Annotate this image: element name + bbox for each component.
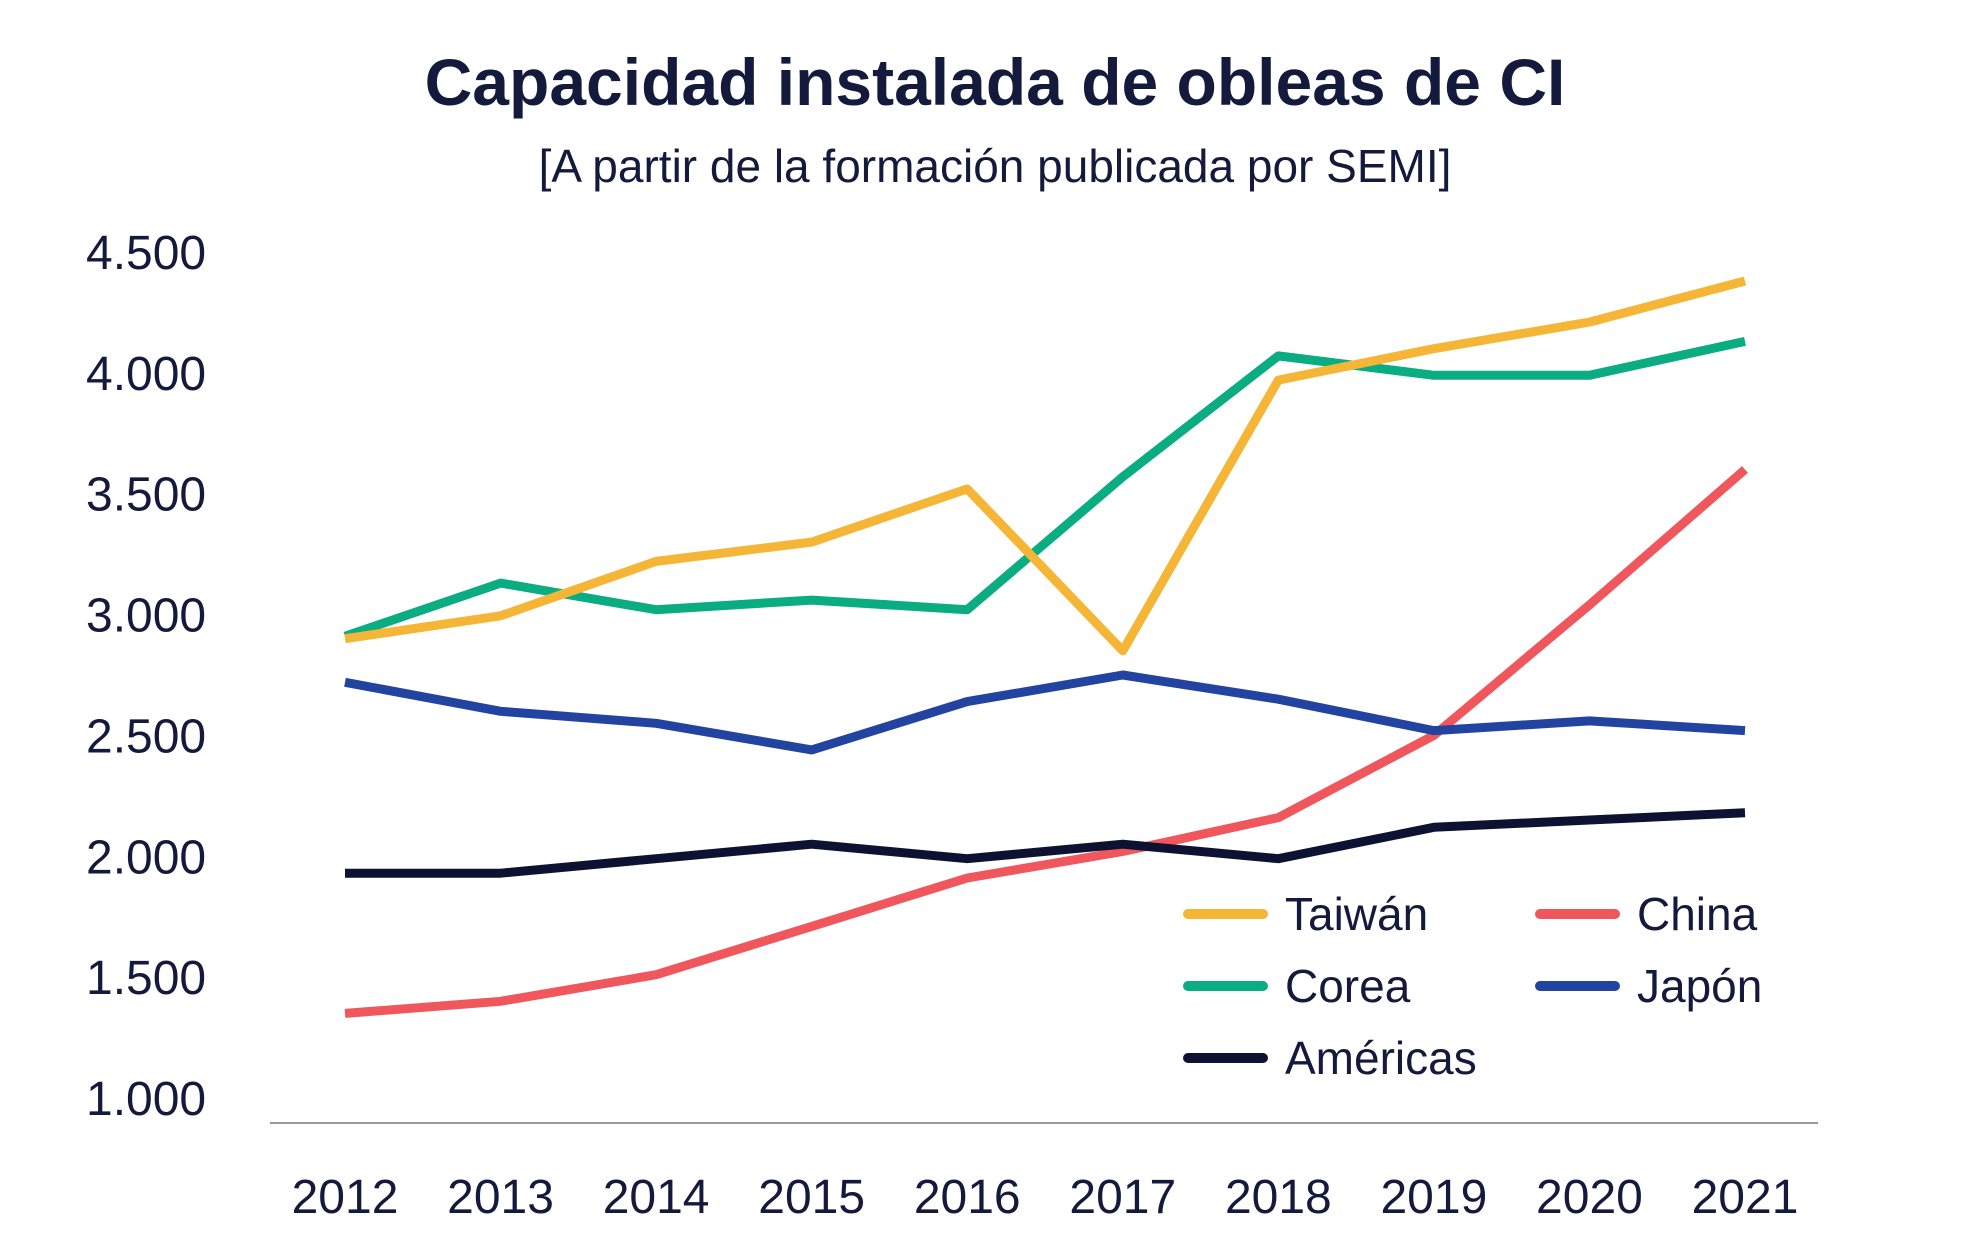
- y-tick-label: 2.500: [86, 710, 206, 763]
- legend-label-corea: Corea: [1285, 960, 1411, 1012]
- x-tick-label: 2021: [1692, 1171, 1799, 1224]
- y-tick-label: 4.500: [86, 227, 206, 280]
- series-line-corea: [343, 337, 1746, 641]
- x-tick-label: 2015: [758, 1171, 865, 1224]
- y-tick-label: 4.000: [86, 348, 206, 401]
- x-tick-label: 2014: [603, 1171, 710, 1224]
- x-tick-label: 2017: [1069, 1171, 1176, 1224]
- series-line-taiwan: [344, 276, 1747, 656]
- chart-subtitle: [A partir de la formación publicada por …: [539, 140, 1452, 192]
- y-tick-label: 2.000: [86, 831, 206, 884]
- x-tick-label: 2013: [447, 1171, 554, 1224]
- chart-title: Capacidad instalada de obleas de CI: [425, 45, 1566, 119]
- series-line-japon: [344, 670, 1746, 755]
- series-line-china: [344, 466, 1748, 1018]
- y-tick-label: 3.500: [86, 469, 206, 522]
- legend: Taiwán Corea Américas China Japón: [1183, 888, 1762, 1084]
- x-tick-label: 2016: [914, 1171, 1021, 1224]
- x-tick-label: 2018: [1225, 1171, 1332, 1224]
- series-line-americas: [345, 808, 1746, 878]
- x-tick-label: 2020: [1536, 1171, 1643, 1224]
- y-tick-label: 1.000: [86, 1073, 206, 1126]
- legend-label-china: China: [1637, 888, 1758, 940]
- y-tick-label: 3.000: [86, 590, 206, 643]
- y-tick-label: 1.500: [86, 952, 206, 1005]
- x-tick-label: 2012: [292, 1171, 399, 1224]
- legend-label-japon: Japón: [1637, 960, 1762, 1012]
- x-tick-label: 2019: [1380, 1171, 1487, 1224]
- legend-label-taiwan: Taiwán: [1285, 888, 1428, 940]
- y-axis-ticks: 1.000 1.500 2.000 2.500 3.000 3.500 4.000 4.500: [86, 227, 206, 1126]
- legend-label-americas: Américas: [1285, 1032, 1477, 1084]
- series-lines: [343, 276, 1748, 1018]
- x-axis-ticks: 2012 2013 2014 2015 2016 2017 2018 2019 2020 2021: [292, 1171, 1799, 1224]
